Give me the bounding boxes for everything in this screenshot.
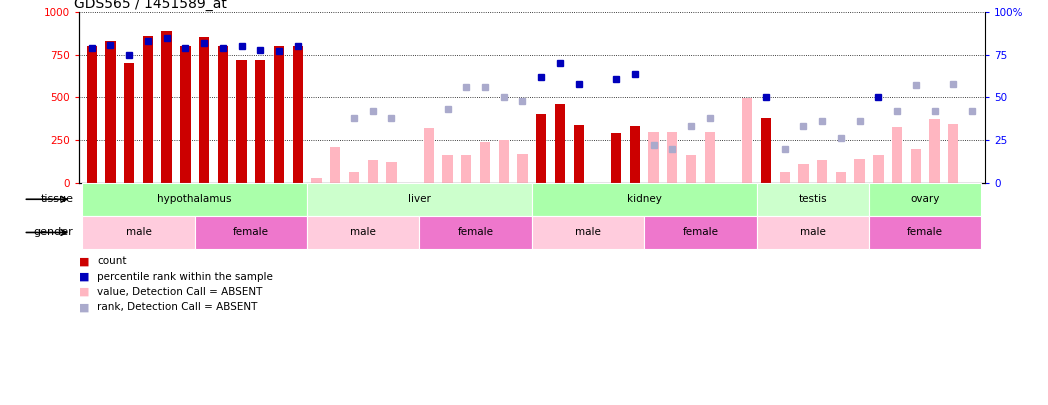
Bar xyxy=(255,60,265,183)
Bar xyxy=(442,155,453,183)
Bar xyxy=(573,125,584,183)
Text: value, Detection Call = ABSENT: value, Detection Call = ABSENT xyxy=(97,287,263,297)
Bar xyxy=(161,31,172,183)
Bar xyxy=(218,46,228,183)
Bar xyxy=(311,177,322,183)
Text: female: female xyxy=(908,228,943,237)
Bar xyxy=(873,155,883,183)
Bar xyxy=(274,46,284,183)
Bar xyxy=(199,37,210,183)
Bar xyxy=(817,160,827,183)
Text: gender: gender xyxy=(34,228,73,237)
Bar xyxy=(368,160,378,183)
Text: percentile rank within the sample: percentile rank within the sample xyxy=(97,272,274,281)
Text: female: female xyxy=(458,228,494,237)
Bar xyxy=(499,140,509,183)
Text: count: count xyxy=(97,256,127,266)
Bar xyxy=(630,126,640,183)
Bar xyxy=(124,63,134,183)
Bar xyxy=(87,46,96,183)
Bar xyxy=(237,60,246,183)
Bar xyxy=(685,155,696,183)
Text: male: male xyxy=(126,228,152,237)
Bar xyxy=(704,132,715,183)
Bar xyxy=(835,172,846,183)
Bar xyxy=(554,104,565,183)
Text: male: male xyxy=(350,228,376,237)
Bar xyxy=(854,159,865,183)
Bar xyxy=(537,115,546,183)
Text: ovary: ovary xyxy=(911,194,940,204)
Bar xyxy=(780,173,790,183)
Text: hypothalamus: hypothalamus xyxy=(157,194,232,204)
Text: ■: ■ xyxy=(79,256,89,266)
Bar xyxy=(948,124,959,183)
Bar xyxy=(892,127,902,183)
Text: rank, Detection Call = ABSENT: rank, Detection Call = ABSENT xyxy=(97,303,258,312)
Text: testis: testis xyxy=(799,194,827,204)
Text: male: male xyxy=(800,228,826,237)
Bar xyxy=(911,149,921,183)
Bar xyxy=(799,164,809,183)
Bar xyxy=(461,155,472,183)
Bar xyxy=(668,132,677,183)
Text: ■: ■ xyxy=(79,287,89,297)
Bar xyxy=(930,119,940,183)
Text: male: male xyxy=(575,228,601,237)
Text: female: female xyxy=(682,228,719,237)
Bar xyxy=(518,153,527,183)
Text: female: female xyxy=(233,228,269,237)
Text: ■: ■ xyxy=(79,272,89,281)
Bar xyxy=(143,36,153,183)
Bar xyxy=(387,162,396,183)
Bar xyxy=(180,46,191,183)
Bar xyxy=(649,132,659,183)
Bar xyxy=(105,41,115,183)
Bar xyxy=(330,147,341,183)
Bar xyxy=(423,128,434,183)
Bar xyxy=(742,98,752,183)
Bar xyxy=(292,46,303,183)
Bar xyxy=(480,142,490,183)
Text: liver: liver xyxy=(408,194,431,204)
Bar xyxy=(761,118,771,183)
Text: kidney: kidney xyxy=(627,194,661,204)
Text: ■: ■ xyxy=(79,303,89,312)
Bar xyxy=(349,173,359,183)
Text: tissue: tissue xyxy=(41,194,73,204)
Text: GDS565 / 1451589_at: GDS565 / 1451589_at xyxy=(74,0,227,11)
Bar xyxy=(611,133,621,183)
